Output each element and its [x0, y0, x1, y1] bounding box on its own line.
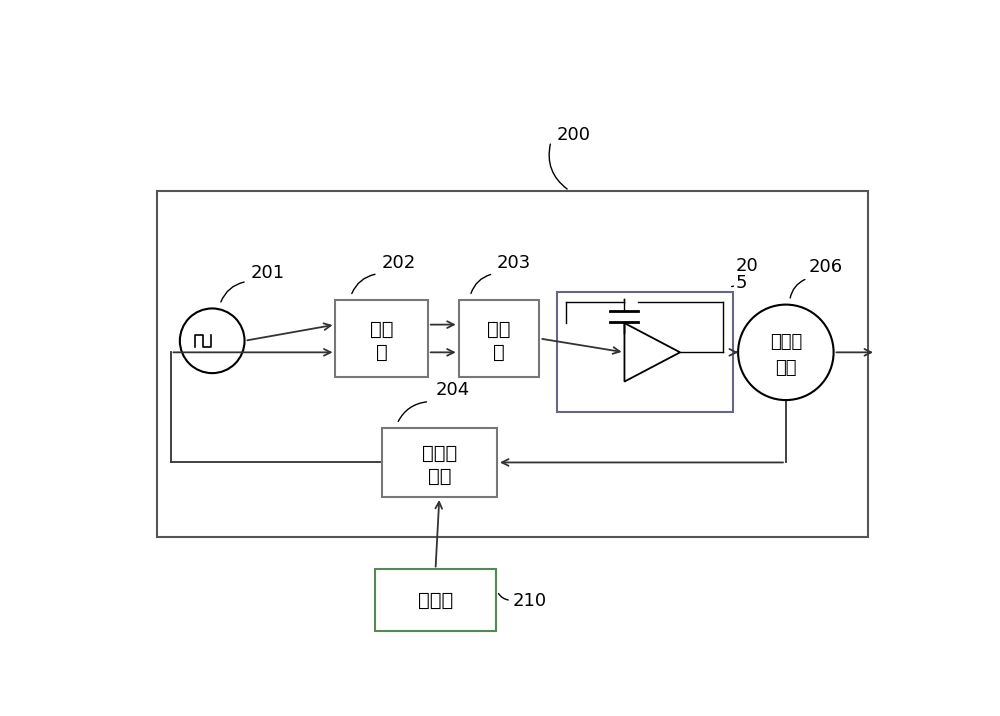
Text: 5: 5 [736, 274, 747, 292]
Bar [557, 292, 733, 412]
Text: 鉴相: 鉴相 [370, 320, 393, 339]
Bar [459, 300, 539, 377]
Bar [382, 427, 497, 497]
Bar [335, 300, 428, 377]
Text: 203: 203 [497, 253, 531, 271]
Text: 控制器: 控制器 [418, 591, 453, 610]
Text: 压控振: 压控振 [770, 332, 802, 351]
Bar [375, 569, 496, 631]
Text: 210: 210 [512, 592, 547, 611]
Text: 频器: 频器 [428, 467, 451, 486]
Text: 200: 200 [556, 126, 590, 144]
Text: 206: 206 [809, 258, 843, 276]
Text: 泵: 泵 [493, 343, 505, 362]
Text: 20: 20 [736, 257, 759, 275]
Text: 201: 201 [251, 263, 285, 281]
Text: 电荷: 电荷 [487, 320, 511, 339]
Text: 可配分: 可配分 [422, 444, 457, 463]
Text: 器: 器 [376, 343, 387, 362]
Text: 202: 202 [382, 253, 416, 271]
Text: 荡器: 荡器 [775, 359, 797, 377]
Text: 204: 204 [436, 382, 470, 400]
Bar [157, 190, 868, 537]
